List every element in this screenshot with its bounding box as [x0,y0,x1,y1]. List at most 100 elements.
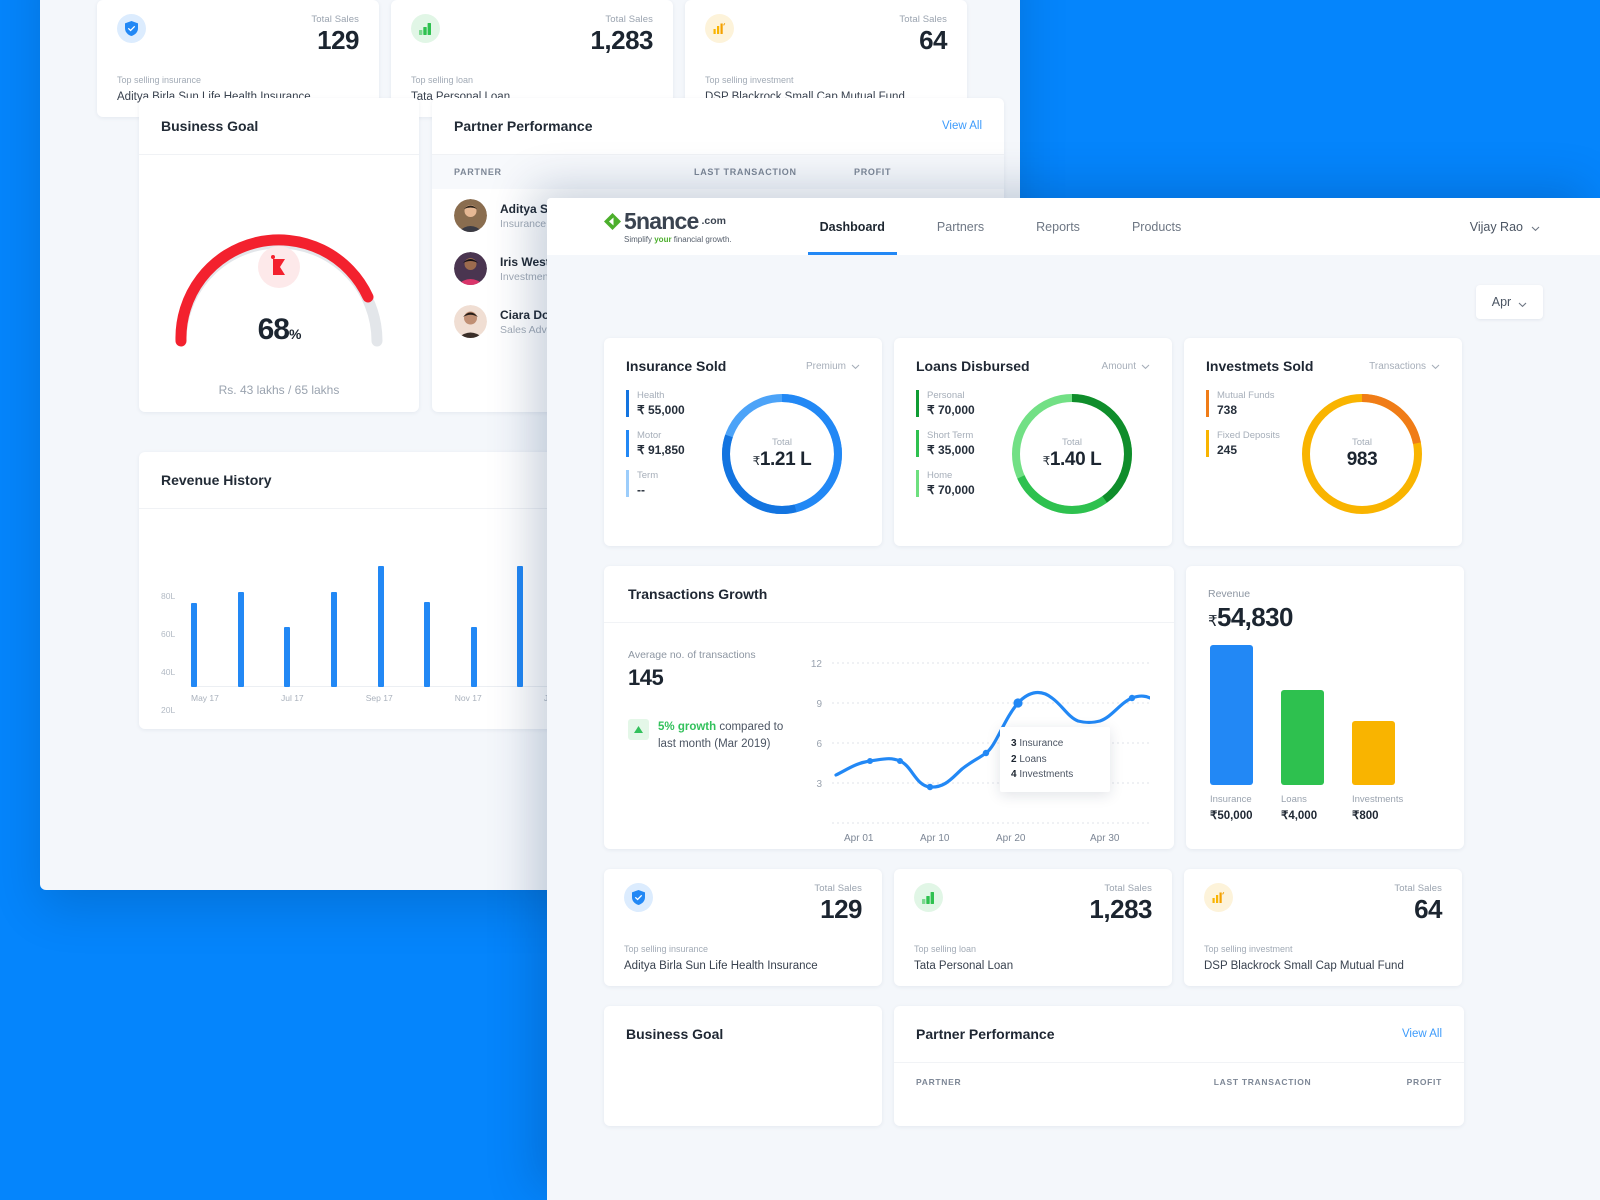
stat-sublabel: Top selling investment [705,74,794,85]
tab-dashboard[interactable]: Dashboard [794,198,911,255]
bottom-row: Business Goal Partner Performance View A… [604,1006,1543,1126]
revenue-history-bar [330,591,337,687]
stat-card-insurance[interactable]: Total Sales 129 Top selling insurance Ad… [604,869,882,986]
column-partner: PARTNER [916,1077,962,1087]
money-bars-icon [914,883,943,912]
stat-label: Total Sales [899,14,947,25]
legend: Mutual Funds 738 Fixed Deposits 245 [1206,390,1294,518]
average-transactions-label: Average no. of transactions [628,649,756,661]
legend-value: ₹ 91,850 [637,443,685,457]
tab-partners[interactable]: Partners [936,219,985,234]
legend-item: Short Term ₹ 35,000 [916,430,1004,457]
growth-up-icon [628,719,649,740]
stat-label: Total Sales [814,883,862,894]
shield-check-icon [624,883,653,912]
tooltip-row: 2 Loans [1011,753,1047,765]
stat-value: 64 [919,25,947,55]
stat-card[interactable]: Total Sales 1,283 Top selling loan Tata … [391,0,673,117]
stat-value: 64 [1414,894,1442,924]
app-logo[interactable]: 5nance .com Simplify your financial grow… [604,207,732,244]
month-value: Apr [1491,295,1512,309]
view-all-link[interactable]: View All [1401,1028,1442,1040]
stat-value: 1,283 [1089,894,1152,924]
stat-product-name: Tata Personal Loan [914,959,1014,972]
revenue-label: Revenue [1208,588,1251,600]
insurance-metric-select[interactable]: Premium [806,361,860,372]
revenue-history-bar [424,601,431,687]
legend-label: Motor [637,430,662,441]
transactions-growth-title: Transactions Growth [604,566,1174,623]
svg-text:Apr 10: Apr 10 [920,833,950,844]
revenue-value: ₹54,830 [1208,602,1293,632]
legend-value: 245 [1217,443,1238,457]
revenue-history-xtick: May 17 [191,693,219,703]
revenue-history-xtick: Sep 17 [365,693,393,703]
stat-value: 129 [820,894,862,924]
view-all-link[interactable]: View All [941,120,982,132]
average-transactions-value: 145 [628,665,664,690]
loans-disbursed-card: Loans Disbursed Amount Personal ₹ 70,000… [894,338,1172,546]
legend-item: Health ₹ 55,000 [626,390,714,417]
revenue-history-bar [517,565,524,687]
revenue-history-bar [377,565,384,687]
chart-tooltip: 3 Insurance 2 Loans 4 Investments [1000,727,1110,792]
svg-text:6: 6 [816,739,822,750]
stat-label: Total Sales [1104,883,1152,894]
user-menu[interactable]: Vijay Rao [1470,198,1540,255]
stat-label: Total Sales [605,14,653,25]
revenue-history-xtick: Jul 17 [280,693,304,703]
logo-wordmark: 5nance [624,207,699,234]
chevron-down-icon [1431,362,1440,371]
money-bars-icon [411,14,440,43]
revenue-bar-investments [1352,720,1395,785]
user-name: Vijay Rao [1469,219,1523,234]
column-last-transaction: LAST TRANSACTION [1213,1077,1312,1087]
bar-chart-icon [1204,883,1233,912]
legend-label: Mutual Funds [1217,390,1275,401]
metric-value: Premium [805,360,846,372]
shield-check-icon [117,14,146,43]
card-title: Loans Disbursed [916,358,1030,374]
card-title: Investmets Sold [1206,358,1314,374]
tooltip-row: 3 Insurance [1011,738,1064,749]
column-profit: PROFIT [1406,1077,1442,1087]
avatar [454,199,487,232]
bar-category: Investments [1352,794,1404,805]
stat-label: Total Sales [1394,883,1442,894]
column-partner: PARTNER [454,167,502,177]
revenue-summary-card: Revenue ₹54,830 Insurance ₹50,000 Loans … [1186,566,1464,849]
background-stat-cards: Total Sales 129 Top selling insurance Ad… [97,0,967,117]
business-goal-percent: 68% [257,313,302,346]
month-select[interactable]: Apr [1476,285,1543,319]
svg-text:Apr 20: Apr 20 [996,833,1026,844]
tab-products[interactable]: Products [1131,219,1182,234]
svg-text:Apr 30: Apr 30 [1090,833,1120,844]
stat-card-investment[interactable]: Total Sales 64 Top selling investment DS… [1184,869,1462,986]
donut-total-value: ₹1.40 L [1042,449,1102,470]
metric-value: Amount [1101,360,1136,372]
legend-item: Fixed Deposits 245 [1206,430,1294,457]
tab-reports[interactable]: Reports [1036,219,1080,234]
revenue-history-bar [237,591,244,687]
tooltip-row: 4 Investments [1011,769,1074,780]
legend-label: Health [637,390,665,401]
stat-card[interactable]: Total Sales 64 Top selling investment DS… [685,0,967,117]
diamond-logo-icon [604,212,621,230]
nav-tabs: Dashboard Partners Reports Products [794,198,1208,255]
top-navigation-bar: 5nance .com Simplify your financial grow… [547,198,1600,255]
metric-value: Transactions [1369,360,1426,372]
column-profit: PROFIT [854,167,892,177]
stat-sublabel: Top selling insurance [624,943,709,954]
stat-card-loan[interactable]: Total Sales 1,283 Top selling loan Tata … [894,869,1172,986]
svg-text:Apr 01: Apr 01 [844,833,874,844]
chevron-down-icon [1518,298,1527,307]
legend-item: Home ₹ 70,000 [916,470,1004,497]
investments-metric-select[interactable]: Transactions [1369,361,1440,372]
insurance-donut-chart: Total ₹1.21 L [718,390,846,518]
logo-tagline: Simplify your financial growth. [624,234,732,244]
bar-amount: ₹50,000 [1210,810,1253,822]
stat-sublabel: Top selling loan [411,74,474,85]
loans-metric-select[interactable]: Amount [1102,361,1150,372]
bar-chart-icon [705,14,734,43]
stat-product-name: Aditya Birla Sun Life Health Insurance [624,959,818,972]
